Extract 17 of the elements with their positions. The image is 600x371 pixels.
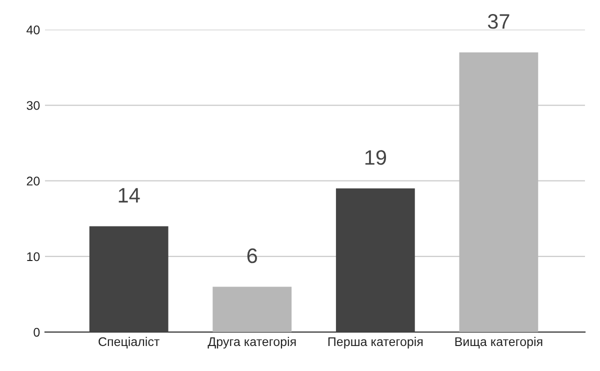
x-tick-label: Вища категорія xyxy=(455,336,542,349)
y-tick-label: 40 xyxy=(26,25,40,34)
x-tick-label: Спеціаліст xyxy=(98,336,160,348)
x-tick-label: Перша категорія xyxy=(328,336,423,349)
x-tick-label: Друга категорія xyxy=(208,336,296,349)
y-tick-label: 0 xyxy=(34,328,40,337)
y-tick-label: 10 xyxy=(27,252,40,262)
y-tick-label: 20 xyxy=(26,176,40,186)
bar xyxy=(336,188,415,332)
data-label: 14 xyxy=(118,188,140,202)
y-tick-label: 30 xyxy=(26,101,40,110)
data-label: 6 xyxy=(247,248,257,264)
data-label: 37 xyxy=(488,14,510,29)
data-label: 19 xyxy=(365,150,386,165)
bar xyxy=(89,226,168,332)
bar xyxy=(212,286,292,332)
bar xyxy=(459,52,538,332)
